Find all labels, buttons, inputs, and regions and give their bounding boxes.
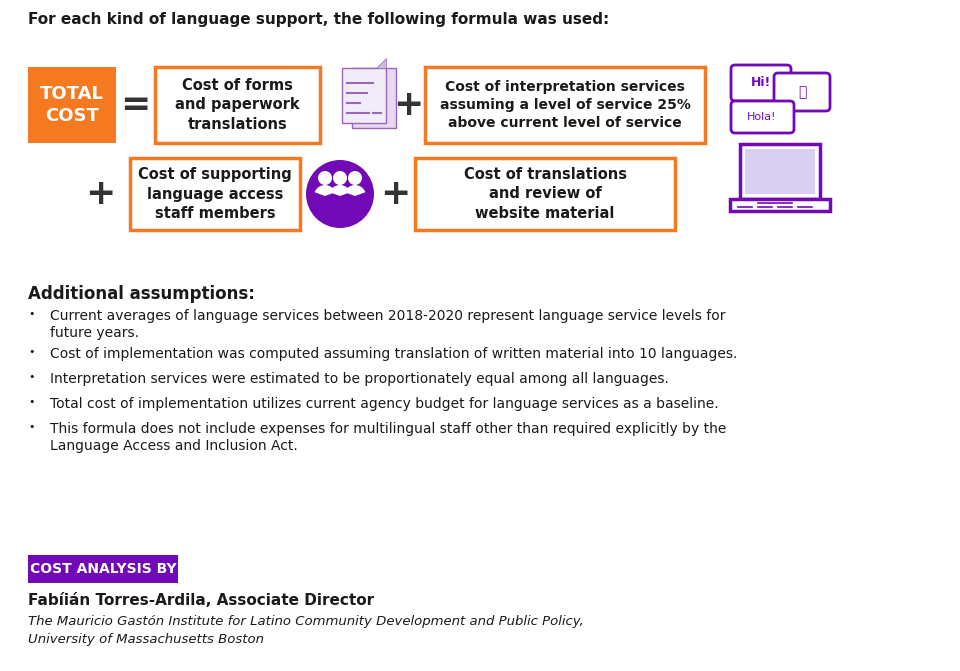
Text: Hola!: Hola! xyxy=(747,112,777,122)
Text: For each kind of language support, the following formula was used:: For each kind of language support, the f… xyxy=(28,12,610,27)
FancyBboxPatch shape xyxy=(425,67,705,143)
FancyBboxPatch shape xyxy=(28,67,116,143)
FancyBboxPatch shape xyxy=(155,67,320,143)
FancyBboxPatch shape xyxy=(342,68,386,123)
Text: Total cost of implementation utilizes current agency budget for language service: Total cost of implementation utilizes cu… xyxy=(50,397,719,411)
Circle shape xyxy=(318,171,332,185)
Text: +: + xyxy=(380,177,410,211)
Text: The Mauricio Gastón Institute for Latino Community Development and Public Policy: The Mauricio Gastón Institute for Latino… xyxy=(28,615,584,628)
Text: This formula does not include expenses for multilingual staff other than require: This formula does not include expenses f… xyxy=(50,422,727,436)
Text: future years.: future years. xyxy=(50,326,139,340)
FancyBboxPatch shape xyxy=(415,158,675,230)
Text: Current averages of language services between 2018-2020 represent language servi: Current averages of language services be… xyxy=(50,309,726,323)
Text: COST ANALYSIS BY: COST ANALYSIS BY xyxy=(30,562,177,576)
FancyBboxPatch shape xyxy=(28,555,178,583)
Text: Additional assumptions:: Additional assumptions: xyxy=(28,285,254,303)
Text: =: = xyxy=(120,88,150,122)
Circle shape xyxy=(306,160,374,228)
Text: Cost of interpretation services
assuming a level of service 25%
above current le: Cost of interpretation services assuming… xyxy=(440,80,690,130)
Text: University of Massachusetts Boston: University of Massachusetts Boston xyxy=(28,633,264,646)
Text: +: + xyxy=(84,177,115,211)
FancyBboxPatch shape xyxy=(731,65,791,101)
Text: Hi!: Hi! xyxy=(751,76,771,89)
Text: Cost of implementation was computed assuming translation of written material int: Cost of implementation was computed assu… xyxy=(50,347,737,361)
Text: Cost of forms
and paperwork
translations: Cost of forms and paperwork translations xyxy=(175,78,300,132)
Circle shape xyxy=(333,171,347,185)
Text: •: • xyxy=(28,309,35,319)
Text: 嗨: 嗨 xyxy=(798,85,806,99)
FancyBboxPatch shape xyxy=(730,199,830,211)
Text: Language Access and Inclusion Act.: Language Access and Inclusion Act. xyxy=(50,439,298,453)
FancyBboxPatch shape xyxy=(740,144,820,199)
Wedge shape xyxy=(329,185,350,196)
Text: TOTAL
COST: TOTAL COST xyxy=(40,85,104,125)
Text: •: • xyxy=(28,372,35,382)
Text: +: + xyxy=(393,88,423,122)
FancyBboxPatch shape xyxy=(745,149,815,194)
Text: Fabíián Torres-Ardila, Associate Director: Fabíián Torres-Ardila, Associate Directo… xyxy=(28,593,374,608)
Text: •: • xyxy=(28,422,35,432)
Polygon shape xyxy=(376,58,386,68)
FancyBboxPatch shape xyxy=(130,158,300,230)
Text: •: • xyxy=(28,347,35,357)
FancyBboxPatch shape xyxy=(352,68,396,128)
Text: Cost of translations
and review of
website material: Cost of translations and review of websi… xyxy=(464,166,627,221)
Circle shape xyxy=(348,171,362,185)
Wedge shape xyxy=(345,185,366,196)
Text: Cost of supporting
language access
staff members: Cost of supporting language access staff… xyxy=(138,166,292,221)
FancyBboxPatch shape xyxy=(774,73,830,111)
Wedge shape xyxy=(315,185,335,196)
Text: Interpretation services were estimated to be proportionately equal among all lan: Interpretation services were estimated t… xyxy=(50,372,669,386)
Text: •: • xyxy=(28,397,35,407)
FancyBboxPatch shape xyxy=(731,101,794,133)
